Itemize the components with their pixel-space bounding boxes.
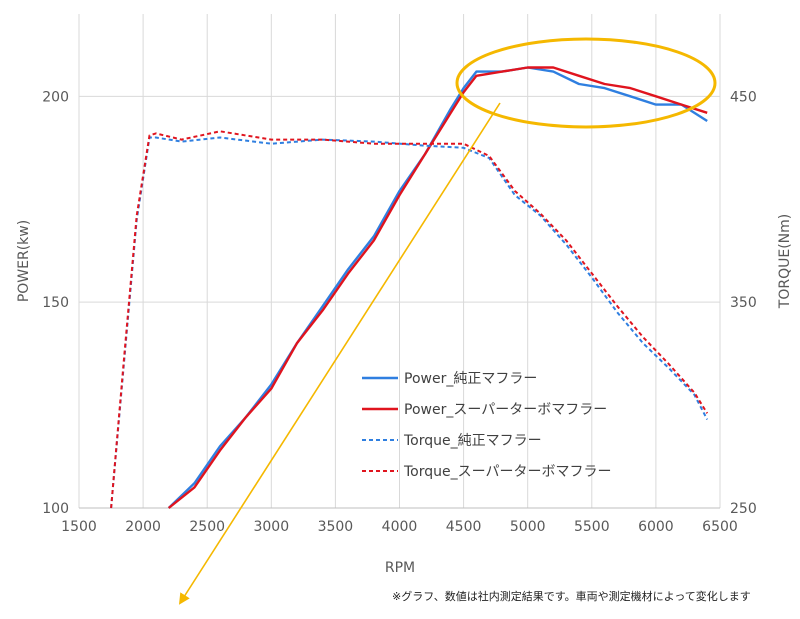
x-tick-label: 5000 <box>510 519 546 535</box>
y2-tick-label: 350 <box>730 295 757 311</box>
y-axis-title: POWER(kw) <box>16 220 32 302</box>
measurement-note: ※グラフ、数値は社内測定結果です。車両や測定機材によって変化します <box>392 590 751 603</box>
x-tick-label: 4000 <box>382 519 418 535</box>
y2-tick-label: 250 <box>730 501 757 517</box>
y-tick-label: 150 <box>42 295 69 311</box>
highlight-arrow <box>178 102 501 605</box>
series-line-4 <box>110 130 709 509</box>
y-tick-labels: 100 150 200 <box>42 89 69 517</box>
series-lines <box>110 66 709 509</box>
x-tick-label: 2500 <box>189 519 225 535</box>
x-axis-title: RPM <box>385 560 415 576</box>
y-tick-label: 200 <box>42 89 69 105</box>
highlight-ellipse <box>455 37 717 129</box>
y-tick-label: 100 <box>42 501 69 517</box>
series-line-2 <box>167 66 708 509</box>
x-tick-label: 2000 <box>125 519 161 535</box>
legend: Power_純正マフラー Power_スーパーターボマフラー Torque_純正マフ… <box>362 371 611 480</box>
x-tick-label: 6500 <box>702 519 738 535</box>
x-tick-label: 5500 <box>574 519 610 535</box>
x-tick-label: 1500 <box>61 519 97 535</box>
x-tick-labels: 1500 2000 2500 3000 3500 4000 4500 5000 5500 6000… <box>61 519 738 535</box>
legend-label-2: Power_スーパーターボマフラー <box>404 402 607 418</box>
series-line-3 <box>110 136 709 509</box>
x-tick-label: 4500 <box>446 519 482 535</box>
y2-axis-title: TORQUE(Nm) <box>777 214 793 309</box>
y2-tick-labels: 250 350 450 <box>730 89 757 517</box>
gridlines <box>78 14 721 509</box>
x-tick-label: 3500 <box>318 519 354 535</box>
legend-label-3: Torque_純正マフラー <box>403 433 542 449</box>
legend-label-1: Power_純正マフラー <box>404 371 537 387</box>
x-tick-label: 3000 <box>253 519 289 535</box>
y2-tick-label: 450 <box>730 89 757 105</box>
x-tick-label: 6000 <box>638 519 674 535</box>
legend-label-4: Torque_スーパーターボマフラー <box>403 464 611 480</box>
series-line-1 <box>167 66 708 509</box>
